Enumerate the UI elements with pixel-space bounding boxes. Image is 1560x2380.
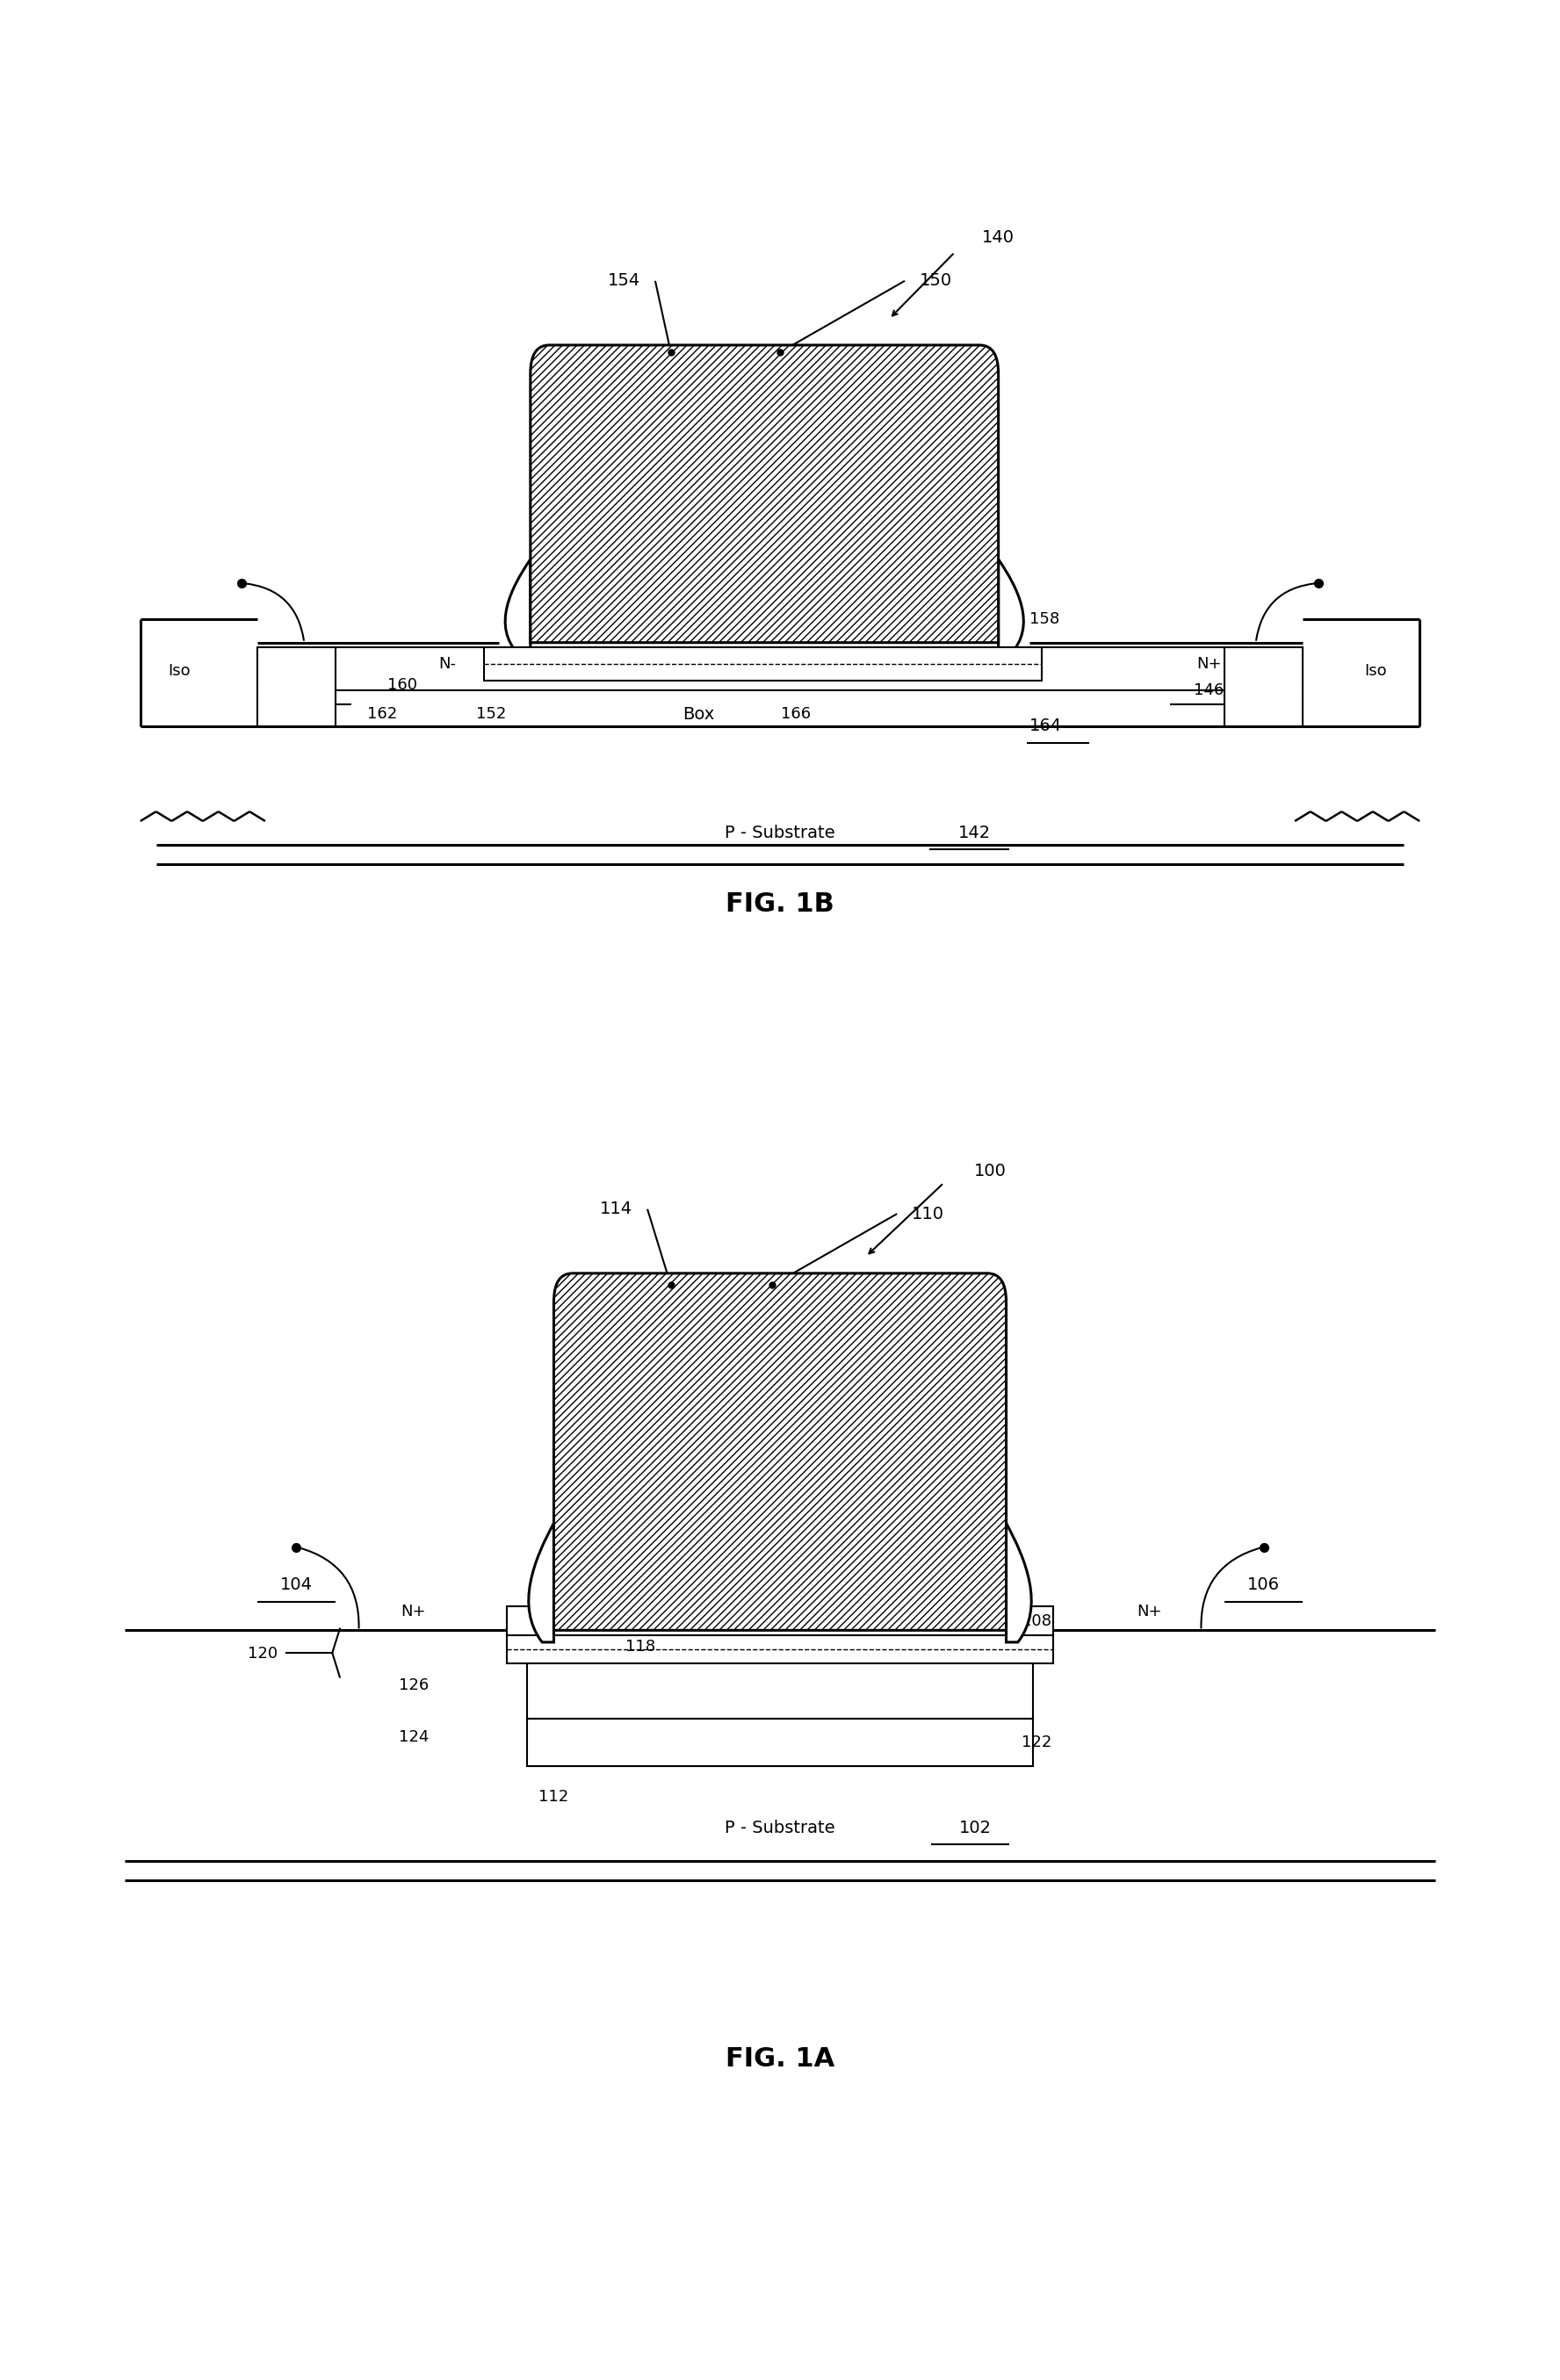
- Text: 148: 148: [967, 628, 997, 643]
- Text: 104: 104: [281, 1576, 312, 1595]
- Text: 124: 124: [399, 1730, 429, 1745]
- Text: 122: 122: [1022, 1735, 1051, 1749]
- Text: 108: 108: [1022, 1614, 1051, 1628]
- Text: 154: 154: [608, 271, 640, 290]
- Text: 142: 142: [958, 823, 991, 843]
- PathPatch shape: [1006, 1523, 1031, 1642]
- PathPatch shape: [998, 559, 1023, 654]
- Text: 146: 146: [1193, 683, 1225, 697]
- Text: 140: 140: [983, 228, 1014, 248]
- Text: N+: N+: [1137, 1604, 1162, 1618]
- Text: 156: 156: [555, 612, 585, 626]
- Text: 102: 102: [959, 1818, 992, 1837]
- Bar: [527, 1664, 1033, 1718]
- Text: P - Substrate: P - Substrate: [725, 1818, 835, 1837]
- Text: N-: N-: [1012, 657, 1031, 671]
- PathPatch shape: [554, 1273, 1006, 1630]
- Text: Box: Box: [683, 704, 714, 724]
- Text: N+: N+: [300, 657, 324, 671]
- Bar: [507, 1635, 1053, 1664]
- Text: 120: 120: [248, 1647, 278, 1661]
- Bar: [484, 647, 1042, 681]
- Text: 100: 100: [975, 1161, 1006, 1180]
- Text: 110: 110: [913, 1204, 944, 1223]
- Text: 106: 106: [1248, 1576, 1279, 1595]
- Text: N+: N+: [401, 1604, 426, 1618]
- Bar: [257, 690, 1303, 726]
- Text: 160: 160: [387, 678, 418, 693]
- Bar: [1225, 647, 1303, 726]
- Text: N+: N+: [1197, 657, 1221, 671]
- PathPatch shape: [505, 559, 530, 654]
- Text: N-: N-: [438, 657, 457, 671]
- Text: 166: 166: [780, 707, 811, 721]
- Text: 126: 126: [399, 1678, 429, 1692]
- PathPatch shape: [529, 1523, 554, 1642]
- PathPatch shape: [530, 345, 998, 643]
- Text: 158: 158: [1030, 612, 1059, 626]
- Text: Iso: Iso: [1365, 664, 1387, 678]
- Bar: [257, 647, 1303, 690]
- Text: P - Substrate: P - Substrate: [725, 823, 835, 843]
- Bar: [507, 1607, 1053, 1635]
- Bar: [527, 1718, 1033, 1766]
- Bar: [257, 647, 335, 726]
- Text: 144: 144: [296, 683, 328, 697]
- Text: Iso: Iso: [168, 664, 190, 678]
- Text: 150: 150: [920, 271, 952, 290]
- Text: 164: 164: [1030, 716, 1062, 735]
- Text: FIG. 1A: FIG. 1A: [725, 2047, 835, 2071]
- Text: 116: 116: [626, 1607, 655, 1621]
- Text: FIG. 1B: FIG. 1B: [725, 892, 835, 916]
- Text: 114: 114: [601, 1200, 632, 1219]
- Text: 162: 162: [367, 707, 398, 721]
- Text: 112: 112: [538, 1790, 569, 1804]
- Text: 152: 152: [476, 707, 507, 721]
- Text: 118: 118: [626, 1640, 655, 1654]
